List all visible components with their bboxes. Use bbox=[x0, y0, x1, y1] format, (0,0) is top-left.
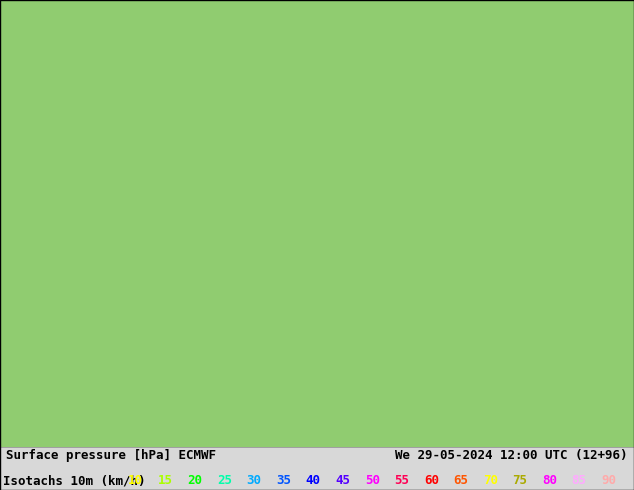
Text: 85: 85 bbox=[572, 474, 586, 488]
Text: 30: 30 bbox=[247, 474, 261, 488]
Text: Surface pressure [hPa] ECMWF: Surface pressure [hPa] ECMWF bbox=[6, 449, 216, 462]
FancyBboxPatch shape bbox=[0, 447, 634, 490]
Text: 15: 15 bbox=[158, 474, 172, 488]
Text: 50: 50 bbox=[365, 474, 380, 488]
Text: 10: 10 bbox=[128, 474, 143, 488]
Text: Isotachs 10m (km/h): Isotachs 10m (km/h) bbox=[3, 474, 153, 488]
Text: 45: 45 bbox=[335, 474, 350, 488]
Text: 40: 40 bbox=[306, 474, 321, 488]
Text: 25: 25 bbox=[217, 474, 232, 488]
Text: 35: 35 bbox=[276, 474, 291, 488]
Text: 80: 80 bbox=[542, 474, 557, 488]
Text: 90: 90 bbox=[601, 474, 616, 488]
Text: 20: 20 bbox=[187, 474, 202, 488]
Text: 60: 60 bbox=[424, 474, 439, 488]
Text: We 29-05-2024 12:00 UTC (12+96): We 29-05-2024 12:00 UTC (12+96) bbox=[395, 449, 628, 462]
Text: 55: 55 bbox=[394, 474, 410, 488]
Text: 65: 65 bbox=[453, 474, 469, 488]
Text: 75: 75 bbox=[512, 474, 527, 488]
Text: 70: 70 bbox=[483, 474, 498, 488]
